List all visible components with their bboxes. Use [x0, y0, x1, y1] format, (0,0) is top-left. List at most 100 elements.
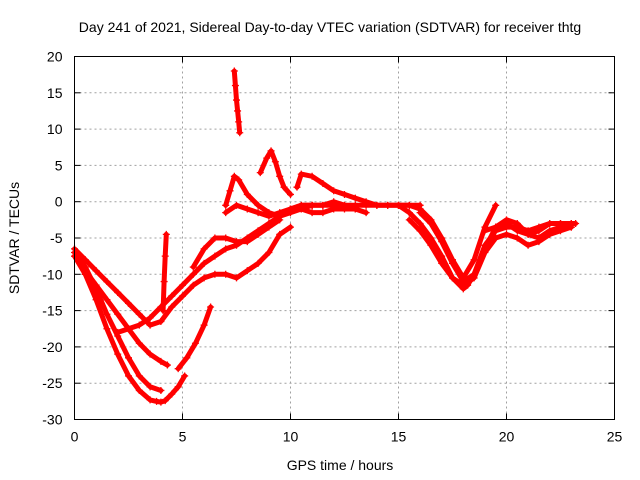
series-arc-3	[174, 303, 215, 373]
data-point	[159, 307, 167, 315]
data-point	[81, 267, 89, 275]
data-point	[222, 209, 230, 217]
data-point	[297, 201, 305, 209]
data-point	[341, 190, 348, 198]
data-point	[492, 234, 500, 242]
data-point	[384, 201, 392, 209]
y-tick-label: 10	[47, 121, 63, 137]
data-point	[222, 270, 230, 278]
data-point	[211, 252, 219, 260]
data-point	[276, 172, 284, 180]
data-point	[243, 205, 251, 213]
data-point	[243, 190, 251, 198]
data-point	[153, 397, 161, 405]
data-point	[297, 170, 305, 178]
data-point	[146, 383, 154, 391]
data-point	[572, 219, 580, 227]
data-point	[287, 223, 294, 231]
data-point	[200, 274, 208, 282]
data-point	[267, 147, 275, 155]
data-point	[92, 267, 100, 275]
data-point	[174, 365, 182, 373]
series-arc-17	[416, 209, 575, 286]
y-tick-label: -25	[42, 375, 62, 391]
data-point	[135, 321, 143, 329]
data-point	[492, 201, 500, 209]
data-point	[513, 227, 521, 235]
data-point	[157, 386, 165, 394]
y-tick-label: -5	[50, 230, 63, 246]
data-point	[243, 238, 251, 246]
data-point	[231, 82, 239, 90]
data-point	[114, 310, 122, 318]
data-point	[235, 176, 243, 184]
y-tick-label: -10	[42, 266, 62, 282]
series-arc-5	[71, 223, 294, 329]
x-tick-label: 5	[179, 429, 187, 445]
data-point	[168, 390, 176, 398]
data-point	[524, 230, 532, 238]
data-point	[125, 325, 132, 333]
data-point	[243, 267, 251, 275]
data-point	[211, 234, 219, 242]
data-point	[200, 245, 208, 253]
data-point	[351, 194, 359, 202]
x-tick-label: 15	[391, 429, 407, 445]
data-point	[157, 357, 165, 365]
data-point	[162, 230, 170, 238]
data-point	[395, 201, 402, 209]
data-point	[211, 270, 219, 278]
data-point	[341, 201, 348, 209]
data-point	[103, 310, 111, 318]
data-point	[125, 299, 132, 307]
data-point	[280, 183, 288, 191]
series-track	[160, 231, 169, 314]
data-point	[191, 339, 199, 347]
y-tick-label: 5	[55, 157, 63, 173]
series-track	[72, 253, 188, 405]
data-point	[226, 187, 234, 195]
data-point	[319, 201, 327, 209]
data-point	[114, 328, 122, 336]
data-point	[470, 270, 478, 278]
data-point	[330, 201, 338, 209]
data-point	[470, 256, 478, 264]
data-point	[135, 386, 143, 394]
y-tick-label: -20	[42, 339, 62, 355]
data-point	[189, 281, 197, 289]
data-point	[449, 274, 456, 282]
series-arc-11	[159, 230, 170, 315]
data-point	[222, 201, 230, 209]
data-point	[557, 223, 564, 231]
data-point	[163, 361, 171, 369]
data-point	[546, 227, 554, 235]
chart-title: Day 241 of 2021, Sidereal Day-to-day VTE…	[79, 19, 581, 35]
data-point	[168, 303, 176, 311]
data-point	[146, 350, 154, 358]
series-track	[175, 304, 214, 372]
data-point	[125, 372, 132, 380]
x-tick-label: 25	[607, 429, 623, 445]
data-point	[254, 230, 262, 238]
y-tick-label: 15	[47, 85, 63, 101]
data-point	[135, 310, 143, 318]
tick-labels: 0 5 10 15 20 25 -30 -25 -20 -15 -10 -5 0 5 10 15 20	[42, 49, 622, 445]
data-point	[146, 321, 154, 329]
data-point	[351, 201, 359, 209]
data-point	[449, 259, 456, 267]
data-point	[362, 201, 370, 209]
data-point	[103, 296, 111, 304]
series-track	[406, 217, 574, 288]
data-point	[362, 209, 370, 217]
axes	[74, 56, 615, 420]
data-point	[481, 227, 489, 235]
data-point	[189, 270, 197, 278]
y-axis-label: SDTVAR / TECUs	[6, 182, 22, 294]
data-point	[230, 172, 238, 180]
data-point	[160, 278, 168, 286]
data-point	[319, 209, 327, 217]
data-point	[174, 383, 182, 391]
data-series	[71, 67, 580, 406]
data-point	[179, 292, 186, 300]
data-point	[200, 259, 208, 267]
